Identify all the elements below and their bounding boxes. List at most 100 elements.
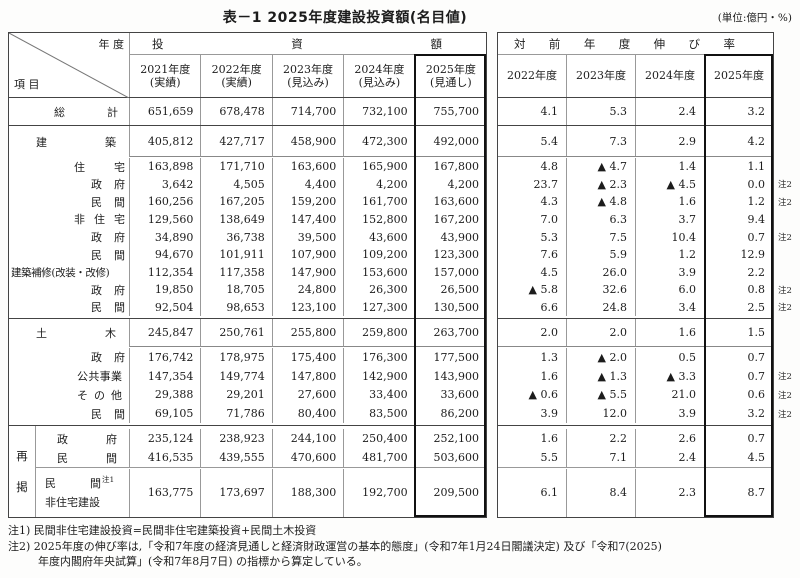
investment-years-row: 2021年度 (実績) 2022年度 (実績) 2023年度 (見込み) 2024年度 (見込… xyxy=(130,55,486,97)
investment-value: 416,535 xyxy=(129,448,200,467)
row-label-text: 土木 xyxy=(36,327,116,340)
growth-value: 0.5 xyxy=(635,348,704,367)
growth-table-header: 対前年度伸び率 2022年度 2023年度 2024年度 2025年度 xyxy=(498,33,773,98)
investment-value: 129,560 xyxy=(129,210,200,229)
row-label: 民間 xyxy=(9,246,129,264)
growth-value: 3.9 xyxy=(635,263,704,281)
growth-value: 32.6 xyxy=(566,280,635,299)
growth-value: 2.6 xyxy=(635,429,704,448)
row-label-text: 建築 xyxy=(36,135,116,149)
investment-year-header: 2024年度 (見込み) xyxy=(343,55,414,97)
investment-value: 153,600 xyxy=(343,263,414,281)
growth-value: 6.0 xyxy=(635,280,704,299)
note2-ref: 注2 xyxy=(778,197,792,208)
table-row: 土木 245,847 250,761 255,800 259,800 263,700 xyxy=(9,319,487,347)
growth-value: ▲ 5.8 xyxy=(528,283,558,297)
growth-value: 0.0 xyxy=(704,175,773,194)
table-row: 公共事業 147,354 149,774 147,800 142,900 143,900 xyxy=(9,366,486,386)
growth-value: 1.6 xyxy=(540,432,559,445)
saikei-columns: 政府 235,124 238,923 244,100 250,400 252,100 民間 4… xyxy=(36,426,486,517)
row-label-text: 公共事業 xyxy=(77,370,122,384)
investment-value: 69,105 xyxy=(129,404,200,423)
footnote-line: 注1) 民間非住宅建設投資=民間非住宅建築投資+民間土木投資 xyxy=(8,524,317,537)
year-note: (見込み) xyxy=(287,76,329,89)
growth-value: 0.7 xyxy=(704,348,773,367)
row-label: 政府 xyxy=(9,348,129,367)
investment-value: 29,201 xyxy=(200,385,271,405)
growth-year-header: 2022年度 xyxy=(507,69,557,83)
row-group: 4.1 5.3 2.4 3.2 xyxy=(498,98,773,126)
row-label-text: 民間 xyxy=(91,195,125,209)
growth-value: 1.5 xyxy=(704,319,773,346)
investment-value: 732,100 xyxy=(343,98,414,125)
growth-value: 0.6 xyxy=(704,385,773,405)
table-row: 3.9 12.0 3.9 3.2 注2 xyxy=(498,404,792,423)
investment-value: 165,900 xyxy=(343,158,414,176)
footnote-line: 注2) 2025年度の伸び率は,「令和7年度の経済見通しと経済財政運営の基本的態… xyxy=(8,539,662,553)
growth-value: 12.9 xyxy=(704,245,773,264)
table-row: 政府 235,124 238,923 244,100 250,400 252,100 xyxy=(36,429,486,448)
table-row: 1.3 ▲ 2.0 0.5 0.7 xyxy=(498,348,773,367)
row-label: 民間 xyxy=(9,404,129,423)
row-label: 政府 xyxy=(36,429,129,448)
investment-value: 147,800 xyxy=(271,366,343,386)
investment-value: 250,761 xyxy=(200,319,272,347)
investment-value: 43,900 xyxy=(414,228,486,246)
investment-value: 4,400 xyxy=(271,175,343,194)
growth-value: 21.0 xyxy=(635,385,704,405)
table-row: 7.0 6.3 3.7 9.4 xyxy=(498,210,773,229)
growth-value: 7.6 xyxy=(540,248,559,262)
growth-value: 5.3 xyxy=(566,98,635,125)
investment-value: 714,700 xyxy=(271,98,343,125)
investment-value: 235,124 xyxy=(129,429,200,448)
growth-value: ▲ 0.6 xyxy=(528,388,558,402)
growth-value: ▲ 5.5 xyxy=(566,385,635,405)
investment-value: 4,505 xyxy=(200,175,271,194)
growth-value: ▲ 4.5 xyxy=(635,175,704,194)
investment-value: 24,800 xyxy=(271,280,343,299)
row-label-text: 政府 xyxy=(91,283,125,297)
investment-value: 123,300 xyxy=(414,245,486,264)
growth-value: 0.7 xyxy=(704,429,773,448)
growth-value: 3.4 xyxy=(635,298,704,317)
saikei-columns: 1.6 2.2 2.6 0.7 5.5 7.1 2.4 4.5 6.1 8.4 2.3 8.7 xyxy=(498,426,773,517)
investment-value: 492,000 xyxy=(414,126,487,157)
note2-ref: 注2 xyxy=(778,390,792,401)
growth-value: 6.3 xyxy=(566,210,635,229)
row-label: 民間 xyxy=(9,193,129,211)
row-label-text: その他 xyxy=(77,388,122,402)
table-row: 5.3 7.5 10.4 0.7 注2 xyxy=(498,228,792,246)
growth-value: ▲ 3.3 xyxy=(635,366,704,386)
saikei-vertical-label: 再掲 xyxy=(9,426,36,517)
table-row: 6.6 24.8 3.4 2.5 注2 xyxy=(498,298,792,317)
year-note: (実績) xyxy=(149,76,181,89)
table-row: 5.5 7.1 2.4 4.5 xyxy=(498,448,773,467)
investment-value: 4,200 xyxy=(414,175,486,194)
growth-value: 24.8 xyxy=(566,298,635,317)
table-row: 4.8 ▲ 4.7 1.4 1.1 xyxy=(498,158,773,176)
investment-value: 36,738 xyxy=(200,228,271,246)
investment-year-header: 2023年度 (見込み) xyxy=(271,55,343,97)
label-line: 民間注1 xyxy=(45,475,114,491)
investment-value: 678,478 xyxy=(200,98,271,125)
investment-value: 109,200 xyxy=(343,245,414,264)
investment-year-header: 2022年度 (実績) xyxy=(200,55,271,97)
growth-value: 4.5 xyxy=(540,265,559,279)
investment-value: 147,354 xyxy=(129,366,200,386)
investment-value: 255,800 xyxy=(271,319,344,347)
sub-rows: 政府 176,742 178,975 175,400 176,300 177,500 公共事… xyxy=(9,347,486,424)
investment-value: 98,653 xyxy=(200,298,271,317)
growth-value: 4.2 xyxy=(704,126,773,156)
year-note: (見込み) xyxy=(358,76,401,89)
row-label-text: 民間 xyxy=(45,477,101,490)
growth-value: 2.4 xyxy=(635,98,704,125)
table-row: 住宅 163,898 171,710 163,600 165,900 167,800 xyxy=(9,158,486,176)
investment-value: 107,900 xyxy=(271,245,343,264)
row-label: 民間注1 非住宅建設 xyxy=(36,469,129,517)
table-title: 表－1 2025年度建設投資額(名目値) xyxy=(222,10,468,26)
note2-ref: 注2 xyxy=(778,372,792,383)
investment-value: 176,742 xyxy=(129,348,200,367)
growth-value: 5.9 xyxy=(566,245,635,264)
investment-value: 176,300 xyxy=(343,348,414,367)
investment-value: 238,923 xyxy=(200,429,271,448)
